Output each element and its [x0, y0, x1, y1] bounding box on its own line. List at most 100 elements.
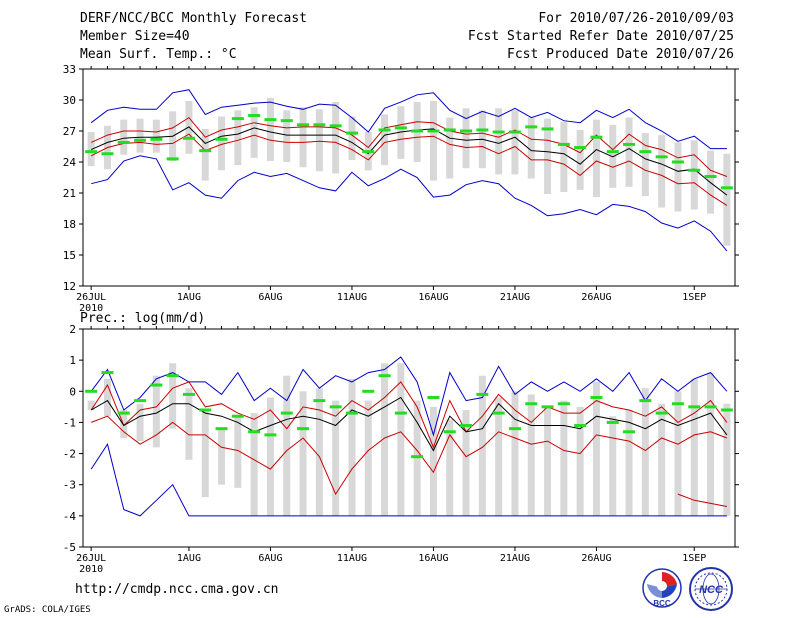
ncc-logo: NCC: [689, 567, 733, 611]
prec-line-lower-percentile: [91, 415, 728, 496]
temp-spread-bar: [348, 116, 356, 160]
prec-spread-bar: [674, 391, 682, 516]
temp-observation-marker: [590, 135, 603, 139]
prec-spread-bar: [446, 419, 454, 516]
prec-observation-marker: [215, 427, 228, 431]
temp-spread-bar: [250, 107, 258, 158]
chart-title: DERF/NCC/BCC Monthly Forecast: [80, 11, 307, 26]
temp-spread-bar: [723, 153, 731, 246]
temp-spread-bar: [429, 101, 437, 181]
temp-observation-marker: [166, 157, 179, 161]
ncc-logo-text: NCC: [699, 584, 724, 596]
prec-line-upper-percentile: [90, 381, 728, 449]
temp-x-tick-label: 11AUG: [337, 292, 367, 303]
temp-spread-bar: [397, 106, 405, 159]
prec-x-tick-label: 26AUG: [581, 553, 611, 564]
temp-y-tick-label: 15: [63, 249, 76, 262]
prec-spread-bar: [413, 400, 421, 516]
temp-spread-bar: [152, 119, 160, 153]
temp-x-tick-label: 16AUG: [418, 292, 448, 303]
prec-spread-bar: [283, 375, 291, 516]
prec-line-max: [90, 356, 728, 437]
temp-observation-marker: [215, 137, 228, 141]
prec-observation-marker: [492, 411, 505, 415]
temp-observation-marker: [117, 140, 130, 144]
temp-panel: 12 15 18 21 24 27 30 33 26JUL 1AUG 6AUG 11AUG 16AUG 2…: [63, 63, 739, 314]
prec-spread-bar: [544, 406, 552, 516]
prec-spread-bar: [609, 416, 617, 516]
prec-observation-marker: [134, 399, 147, 403]
temp-spread-bar: [315, 109, 323, 172]
grads-credit: GrADS: COLA/IGES: [4, 605, 91, 615]
prec-observation-marker: [329, 405, 342, 409]
temp-spread-bar: [511, 110, 519, 175]
temp-line-upper-percentile: [90, 116, 728, 177]
temp-spread-bar: [592, 119, 600, 198]
temp-x-tick-label: 1AUG: [177, 292, 201, 303]
temp-observation-marker: [720, 186, 733, 190]
prec-spread-bar: [234, 416, 242, 488]
temp-spread-bar: [560, 121, 568, 192]
prec-spread-bar: [658, 403, 666, 516]
temp-spread-bar: [690, 140, 698, 210]
temp-line-lower-percentile: [90, 133, 728, 206]
prec-y-tick-label: -4: [63, 510, 77, 523]
temp-x-tick-label: 21AUG: [500, 292, 530, 303]
temp-line-max: [90, 89, 727, 150]
temp-spread-bar: [576, 129, 584, 190]
prec-y-tick-label: 0: [69, 385, 76, 398]
temp-x-tick-label: 26JUL: [76, 292, 106, 303]
temp-observation-marker: [427, 129, 440, 133]
prec-observation-marker: [85, 389, 98, 393]
prec-observation-marker: [590, 396, 603, 400]
temp-observation-marker: [639, 150, 652, 154]
prec-observation-marker: [574, 424, 587, 428]
prec-spread-bar: [87, 400, 95, 410]
variable-label: Mean Surf. Temp.: °C: [80, 47, 237, 62]
temp-observation-marker: [362, 150, 375, 154]
prec-spread-bar: [136, 403, 144, 442]
prec-spread-bar: [315, 388, 323, 516]
prec-spread-bar: [707, 372, 715, 516]
prec-spread-bar: [381, 363, 389, 516]
prec-y-tick-label: -3: [63, 479, 76, 492]
temp-observation-marker: [345, 131, 358, 135]
temp-observation-marker: [248, 114, 261, 117]
prec-observation-marker: [280, 411, 293, 415]
forecast-period: For 2010/07/26-2010/09/03: [538, 11, 734, 26]
temp-y-tick-label: 18: [63, 218, 76, 231]
prec-spread-bar: [625, 409, 633, 516]
prec-observation-marker: [199, 408, 212, 412]
prec-observation-marker: [378, 374, 391, 378]
prec-y-tick-label: 2: [69, 323, 76, 336]
prec-spread-bar: [103, 378, 111, 417]
temp-y-tick-label: 21: [63, 187, 76, 200]
prec-observation-marker: [460, 424, 473, 428]
temp-observation-marker: [541, 127, 554, 131]
temp-spread-bar: [527, 117, 535, 179]
temp-observation-marker: [378, 128, 391, 132]
prec-spread-bar: [592, 381, 600, 516]
prec-observation-marker: [101, 371, 114, 375]
prec-spread-bar: [185, 388, 193, 460]
footer-url[interactable]: http://cmdp.ncc.cma.gov.cn: [75, 582, 279, 597]
temp-observation-marker: [704, 174, 717, 178]
prec-observation-marker: [427, 396, 440, 400]
temp-spread-bar: [332, 102, 340, 174]
prec-observation-marker: [313, 399, 326, 403]
prec-spread-bar: [429, 406, 437, 516]
temp-spread-bar: [218, 116, 226, 171]
temp-spread-bar: [625, 117, 633, 187]
temp-observation-marker: [134, 138, 147, 142]
temp-observation-marker: [443, 128, 456, 132]
prec-observation-marker: [557, 402, 570, 406]
temp-observation-marker: [329, 124, 342, 128]
temp-x-tick-label: 1SEP: [682, 292, 706, 303]
prec-x-tick-label: 21AUG: [500, 553, 530, 564]
temp-spread-bar: [658, 135, 666, 208]
temp-observation-marker: [688, 168, 701, 172]
bcc-logo-text: BCC: [653, 599, 671, 608]
prec-observation-marker: [117, 411, 130, 415]
prec-x-tick-label: 16AUG: [418, 553, 448, 564]
